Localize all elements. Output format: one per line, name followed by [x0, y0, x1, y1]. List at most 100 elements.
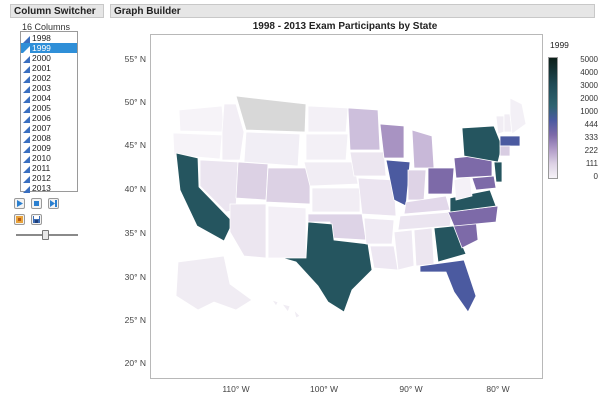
- column-item[interactable]: 2011: [21, 163, 77, 173]
- column-item[interactable]: 2005: [21, 103, 77, 113]
- continuous-column-icon: [23, 55, 30, 63]
- column-item[interactable]: 1998: [21, 33, 77, 43]
- state-louisiana: [369, 245, 399, 271]
- column-item[interactable]: 2001: [21, 63, 77, 73]
- y-tick-label: 50° N: [124, 97, 146, 107]
- column-item[interactable]: 2000: [21, 53, 77, 63]
- column-list[interactable]: 1998 1999 2000 2001 2002 2003 2004 2005 …: [20, 31, 78, 193]
- state-california: [175, 152, 234, 242]
- state-michigan: [411, 129, 435, 169]
- y-tick-label: 30° N: [124, 272, 146, 282]
- record-icon: [16, 216, 23, 223]
- legend-title: 1999: [550, 40, 569, 50]
- state-washington: [178, 105, 225, 133]
- column-item[interactable]: 2013: [21, 183, 77, 193]
- state-texas: [281, 221, 373, 313]
- state-utah: [235, 161, 269, 201]
- legend-tick: 2000: [580, 94, 598, 103]
- x-tick-label: 100° W: [310, 384, 338, 394]
- column-item[interactable]: 2006: [21, 113, 77, 123]
- x-tick-label: 110° W: [222, 384, 250, 394]
- column-item[interactable]: 2009: [21, 143, 77, 153]
- y-tick-label: 25° N: [124, 315, 146, 325]
- state-ohio: [427, 167, 455, 195]
- state-colorado: [265, 167, 311, 205]
- state-iowa: [349, 151, 387, 177]
- column-switcher-header: Column Switcher: [10, 4, 104, 18]
- state-mississippi: [393, 229, 415, 271]
- state-virginia: [449, 189, 497, 213]
- legend-tick: 3000: [580, 81, 598, 90]
- step-forward-button[interactable]: [48, 198, 59, 209]
- color-scale-bar: [548, 57, 558, 179]
- continuous-column-icon: [23, 35, 30, 43]
- column-item[interactable]: 2008: [21, 133, 77, 143]
- state-massachusetts: [499, 135, 521, 147]
- state-georgia: [433, 225, 467, 263]
- column-count-label: 16 Columns: [22, 22, 71, 32]
- chart-title: 1998 - 2013 Exam Participants by State: [252, 21, 438, 32]
- state-alabama: [413, 227, 435, 267]
- y-tick-label: 20° N: [124, 358, 146, 368]
- continuous-column-icon: [23, 175, 30, 183]
- state-new-jersey: [493, 161, 503, 183]
- state-south-dakota: [305, 133, 349, 161]
- column-item[interactable]: 2007: [21, 123, 77, 133]
- state-nebraska: [303, 161, 359, 187]
- state-hawaii: [271, 299, 301, 319]
- continuous-column-icon: [23, 185, 30, 193]
- legend-tick: 444: [584, 120, 598, 129]
- legend-tick: 222: [584, 146, 598, 155]
- stop-button[interactable]: [31, 198, 42, 209]
- record-button[interactable]: [14, 214, 25, 225]
- column-item[interactable]: 2002: [21, 73, 77, 83]
- continuous-column-icon: [23, 135, 30, 143]
- legend-tick: 4000: [580, 68, 598, 77]
- state-arizona: [229, 203, 267, 259]
- save-button[interactable]: [31, 214, 42, 225]
- state-alaska: [175, 255, 253, 311]
- play-button[interactable]: [14, 198, 25, 209]
- x-tick-label: 80° W: [486, 384, 510, 394]
- column-item[interactable]: 2012: [21, 173, 77, 183]
- continuous-column-icon: [23, 95, 30, 103]
- legend-tick: 0: [593, 172, 598, 181]
- y-tick-label: 40° N: [124, 184, 146, 194]
- map-plot-area[interactable]: [150, 34, 543, 379]
- column-item[interactable]: 2003: [21, 83, 77, 93]
- continuous-column-icon: [23, 45, 30, 53]
- step-forward-icon: [50, 200, 57, 207]
- y-tick-label: 55° N: [124, 54, 146, 64]
- graph-builder-header: Graph Builder: [110, 4, 595, 18]
- state-missouri: [357, 177, 397, 217]
- state-maryland: [471, 175, 497, 191]
- state-new-mexico: [267, 205, 307, 259]
- state-wyoming: [243, 131, 301, 167]
- continuous-column-icon: [23, 165, 30, 173]
- play-icon: [17, 200, 23, 207]
- continuous-column-icon: [23, 155, 30, 163]
- state-indiana: [407, 169, 427, 201]
- legend-tick: 5000: [580, 55, 598, 64]
- continuous-column-icon: [23, 75, 30, 83]
- state-oregon: [172, 132, 223, 160]
- save-icon: [33, 216, 40, 223]
- y-tick-label: 35° N: [124, 228, 146, 238]
- column-item[interactable]: 2004: [21, 93, 77, 103]
- legend-tick: 111: [585, 159, 598, 168]
- state-idaho: [221, 103, 245, 161]
- state-west-virginia: [453, 175, 473, 201]
- y-tick-label: 45° N: [124, 140, 146, 150]
- continuous-column-icon: [23, 125, 30, 133]
- state-minnesota: [347, 107, 381, 151]
- state-montana: [235, 95, 307, 133]
- column-item[interactable]: 2010: [21, 153, 77, 163]
- state-connecticut: [499, 145, 511, 157]
- continuous-column-icon: [23, 105, 30, 113]
- stop-icon: [34, 201, 39, 206]
- speed-slider-thumb[interactable]: [42, 230, 49, 240]
- legend-tick: 333: [584, 133, 598, 142]
- x-tick-label: 90° W: [399, 384, 423, 394]
- column-item-selected[interactable]: 1999: [21, 43, 77, 53]
